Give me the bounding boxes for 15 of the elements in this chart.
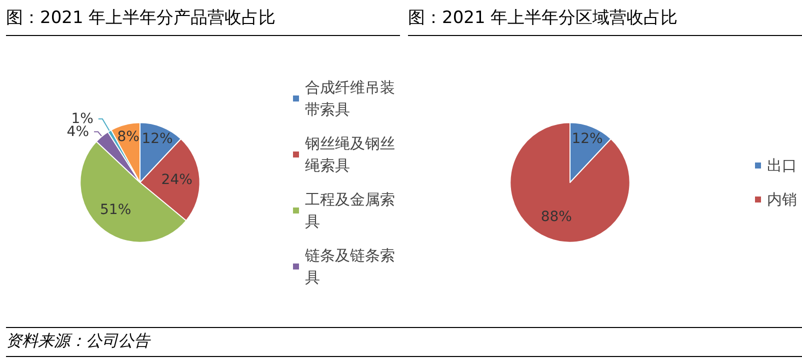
data-label: 8% xyxy=(117,129,140,146)
legend-label: 链条及链条索具 xyxy=(304,246,395,286)
data-label: 12% xyxy=(142,130,173,147)
legend-label: 钢丝绳及钢丝绳索具 xyxy=(304,134,395,174)
data-label: 24% xyxy=(161,172,192,188)
text: 资料来源：公司公告 xyxy=(6,327,802,357)
data-label: 12% xyxy=(572,130,603,147)
data-label: 88% xyxy=(540,208,572,225)
legend-label: 合成纤维吊装带索具 xyxy=(305,78,395,118)
legend-label: 内销 xyxy=(767,190,797,208)
chart-title: 图：2021 年上半年分产品营收占比 xyxy=(6,6,400,36)
legend-label: 工程及金属索具 xyxy=(305,190,395,230)
legend-label: 出口 xyxy=(767,156,797,174)
data-label: 51% xyxy=(100,202,132,218)
chart-title: 图：2021 年上半年分区域营收占比 xyxy=(408,6,802,36)
